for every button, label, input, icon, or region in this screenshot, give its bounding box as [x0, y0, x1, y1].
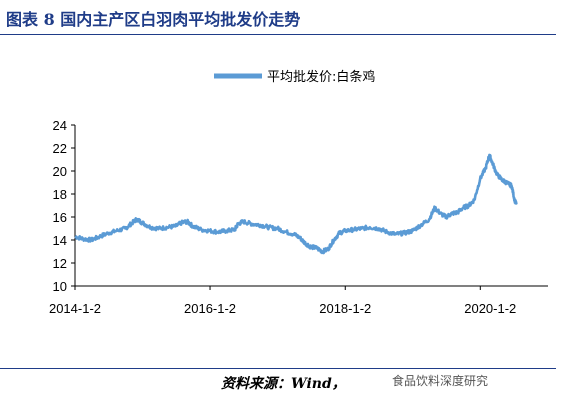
x-ticks: 2014-1-2 2016-1-2 2018-1-2 2020-1-2: [49, 286, 516, 316]
x-tick-label: 2018-1-2: [319, 301, 371, 316]
axes: [74, 125, 548, 287]
x-tick-label: 2014-1-2: [49, 301, 101, 316]
x-tick-label: 2016-1-2: [184, 301, 236, 316]
y-ticks: 10 12 14 16 18 20 22 24: [53, 118, 75, 294]
legend: 平均批发价:白条鸡: [214, 69, 375, 85]
y-tick-label: 10: [53, 279, 67, 294]
y-tick-label: 22: [53, 141, 67, 156]
series-line: [74, 153, 518, 255]
source-note: 资料来源：Wind，: [221, 376, 346, 392]
y-tick-label: 14: [53, 233, 67, 248]
y-tick-label: 16: [53, 210, 67, 225]
footer-divider: [0, 368, 556, 369]
y-tick-label: 24: [53, 118, 67, 133]
chart-title: 图表 8 国内主产区白羽肉平均批发价走势: [6, 10, 301, 29]
y-tick-label: 20: [53, 164, 67, 179]
y-tick-label: 18: [53, 187, 67, 202]
title-divider: [0, 34, 556, 35]
watermark: 食品饮料深度研究: [388, 371, 493, 390]
legend-label: 平均批发价:白条鸡: [267, 69, 375, 85]
series-layer: [74, 153, 518, 255]
x-tick-label: 2020-1-2: [464, 301, 516, 316]
y-tick-label: 12: [53, 256, 67, 271]
